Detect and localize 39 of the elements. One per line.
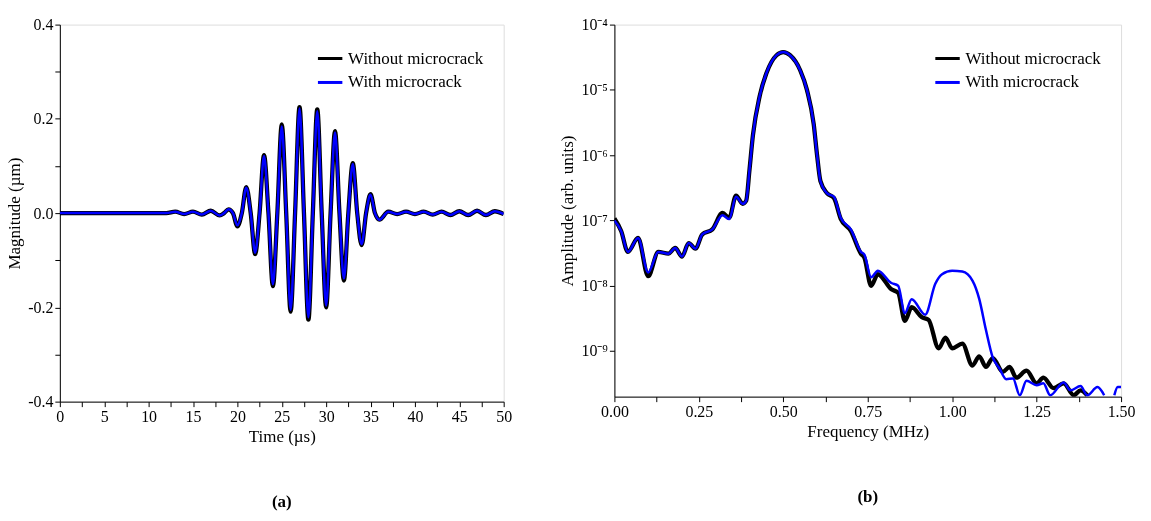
x-tick-label: 0.25: [685, 403, 714, 421]
x-tick-label: 0.00: [600, 403, 629, 421]
legend-label: Without microcrack: [348, 48, 484, 68]
text: (a): [271, 492, 292, 512]
x-tick-label: 0.75: [854, 403, 883, 421]
legend-label: Without microcrack: [965, 48, 1102, 68]
x-tick-label: 30: [318, 408, 335, 426]
x-axis-title: Time (µs): [248, 427, 316, 447]
x-tick-label: 1.25: [1023, 403, 1052, 421]
y-tick-label: 0.2: [33, 110, 54, 128]
y-axis-title: Magnitude (µm): [5, 157, 25, 270]
x-tick-label: 20: [229, 408, 246, 426]
legend-label: With microcrack: [965, 72, 1080, 92]
y-tick-label: 0.0: [33, 204, 54, 222]
y-tick-label: 10⁻⁵: [581, 81, 608, 99]
y-axis-title: Amplitude (arb. units): [558, 135, 578, 287]
text: (b): [857, 487, 879, 507]
x-tick-label: 15: [185, 408, 202, 426]
x-tick-label: 35: [363, 408, 380, 426]
y-tick-label: -0.4: [28, 393, 54, 411]
x-tick-label: 0.50: [769, 403, 798, 421]
x-tick-label: 5: [100, 408, 109, 426]
x-tick-label: 50: [496, 408, 513, 426]
y-tick-label: -0.2: [28, 298, 54, 316]
x-tick-label: 10: [141, 408, 158, 426]
legend-label: With microcrack: [348, 72, 463, 92]
y-tick-label: 10⁻⁴: [581, 16, 609, 34]
x-tick-label: 0: [56, 408, 65, 426]
y-tick-label: 10⁻⁹: [581, 342, 609, 360]
x-tick-label: 25: [274, 408, 291, 426]
x-tick-label: 45: [451, 408, 468, 426]
y-tick-label: 10⁻⁸: [581, 277, 608, 295]
y-tick-label: 0.4: [33, 16, 54, 34]
x-axis-title: Frequency (MHz): [807, 422, 930, 442]
x-tick-label: 40: [407, 408, 424, 426]
x-tick-label: 1.00: [938, 403, 967, 421]
y-tick-label: 10⁻⁶: [581, 146, 608, 164]
x-tick-label: 1.50: [1107, 403, 1136, 421]
y-tick-label: 10⁻⁷: [581, 211, 608, 229]
